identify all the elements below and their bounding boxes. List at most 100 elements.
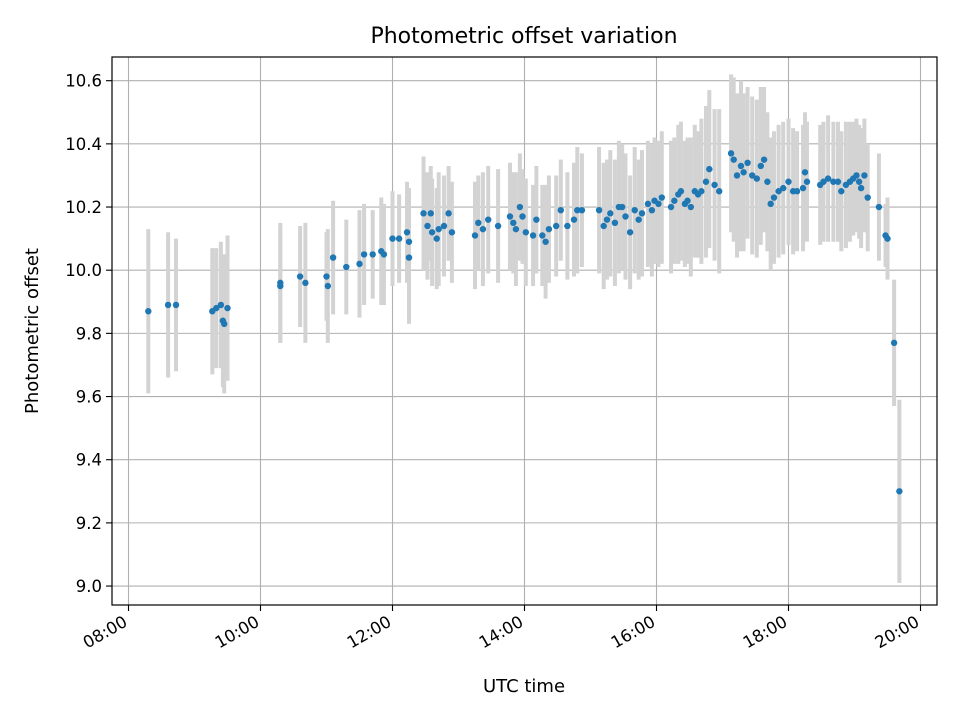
data-point [607, 210, 614, 217]
data-point [677, 188, 685, 195]
data-point [861, 172, 868, 179]
data-point [603, 216, 611, 223]
data-point [801, 169, 809, 176]
data-point [622, 213, 629, 220]
data-point [405, 238, 413, 245]
data-point [369, 251, 376, 258]
data-point [757, 162, 764, 170]
data-point [324, 282, 332, 290]
data-point [433, 235, 440, 242]
data-point [853, 172, 860, 179]
data-point [767, 200, 774, 208]
data-point [578, 206, 586, 214]
data-point [224, 304, 231, 312]
y-tick-label: 10.6 [65, 72, 102, 91]
y-tick-label: 10.0 [65, 261, 102, 280]
data-point [277, 282, 284, 290]
data-point [775, 188, 782, 195]
data-point [329, 254, 337, 261]
data-point [217, 301, 225, 309]
data-point [698, 188, 705, 195]
data-point [296, 273, 304, 280]
y-tick-label: 10.4 [65, 135, 102, 154]
y-tick-label: 9.0 [76, 577, 102, 596]
data-point [302, 279, 309, 287]
data-point [737, 162, 745, 170]
data-point [864, 194, 871, 201]
data-point [760, 156, 768, 163]
data-point [356, 260, 363, 268]
data-point [428, 229, 436, 236]
grid-layer [112, 57, 937, 605]
data-point [445, 210, 452, 217]
data-point [635, 216, 642, 223]
x-tick-label: 18:00 [740, 612, 791, 652]
data-point [424, 222, 431, 230]
data-point [475, 219, 482, 227]
data-point [770, 194, 778, 201]
data-point [855, 178, 863, 185]
data-point [574, 206, 581, 214]
data-point [702, 178, 710, 185]
data-point [793, 188, 801, 195]
y-tick-label: 9.6 [76, 388, 102, 407]
data-point [403, 229, 411, 236]
data-point [716, 188, 723, 195]
data-point [323, 273, 330, 280]
data-point [494, 222, 502, 230]
data-point [542, 238, 549, 245]
data-point [618, 203, 626, 211]
data-point [600, 222, 607, 230]
data-point [380, 251, 388, 258]
data-point [749, 172, 756, 179]
data-point [343, 263, 350, 271]
data-point [834, 178, 842, 185]
x-tick-label: 10:00 [212, 612, 263, 652]
data-point [838, 188, 845, 195]
x-tick-label: 16:00 [608, 612, 659, 652]
data-point [727, 150, 735, 157]
data-point [711, 181, 718, 189]
data-point [389, 235, 396, 242]
data-point [667, 203, 675, 211]
data-point [440, 222, 448, 230]
data-point [221, 320, 228, 328]
data-point [753, 175, 761, 182]
data-point [539, 232, 546, 239]
data-point [799, 184, 807, 192]
data-point [435, 225, 442, 233]
y-tick-label: 9.8 [76, 324, 102, 343]
data-point [820, 178, 827, 185]
y-tick-label: 9.4 [76, 451, 102, 470]
data-point [557, 206, 564, 214]
data-point [552, 222, 560, 230]
data-point [824, 175, 832, 182]
data-point [706, 165, 713, 173]
point-layer [145, 150, 903, 495]
chart-title: Photometric offset variation [370, 24, 677, 49]
y-tick-label: 10.2 [65, 198, 102, 217]
data-point [570, 216, 578, 223]
y-axis-label: Photometric offset [22, 248, 43, 414]
data-point [512, 225, 520, 233]
data-point [485, 216, 492, 223]
data-point [730, 156, 737, 163]
data-point [395, 235, 403, 242]
data-point [875, 203, 883, 211]
y-tick-label: 9.2 [76, 514, 102, 533]
data-point [448, 229, 456, 236]
x-tick-label: 08:00 [80, 612, 131, 652]
data-point [655, 200, 662, 208]
data-point [740, 169, 747, 176]
data-point [671, 197, 678, 204]
data-point [785, 178, 792, 185]
data-point [516, 203, 524, 211]
data-point [648, 206, 656, 214]
data-point [644, 200, 652, 208]
data-point [638, 210, 646, 217]
data-point [420, 210, 427, 217]
data-point [564, 222, 571, 230]
data-point [803, 178, 811, 185]
data-point [145, 308, 152, 315]
